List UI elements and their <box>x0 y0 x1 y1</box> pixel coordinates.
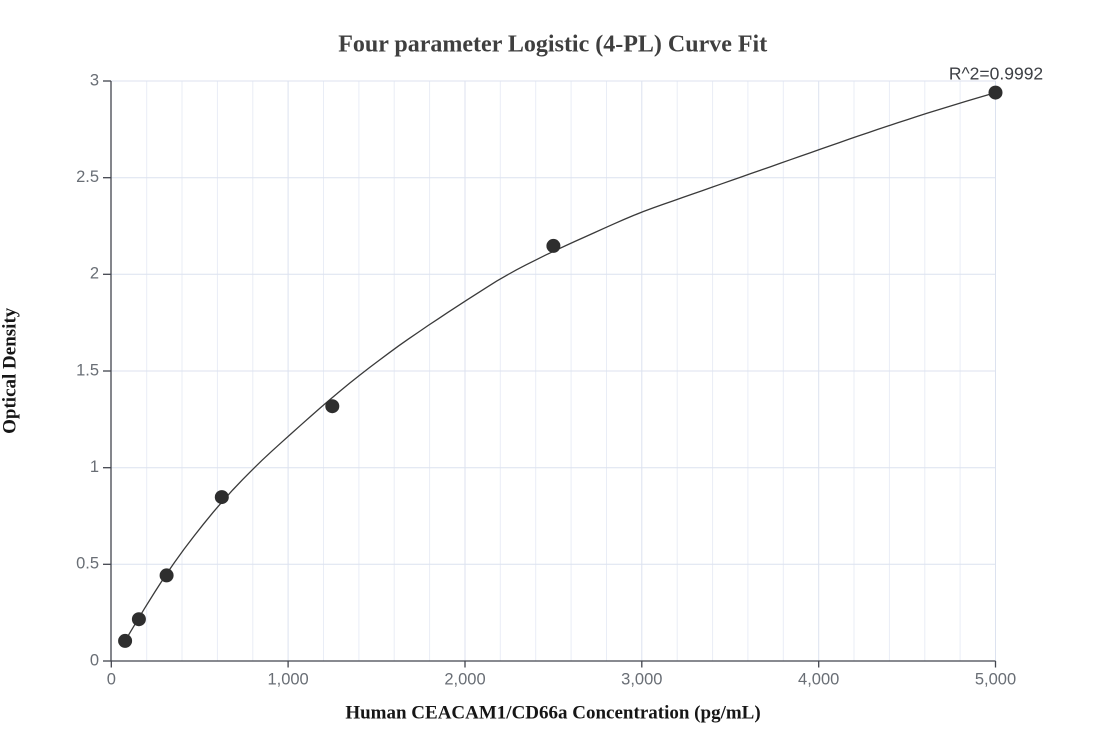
svg-text:Optical Density: Optical Density <box>0 307 21 434</box>
svg-text:0: 0 <box>90 651 99 669</box>
svg-text:1: 1 <box>90 458 99 476</box>
svg-text:0: 0 <box>107 670 116 688</box>
svg-text:R^2=0.9992: R^2=0.9992 <box>949 63 1043 83</box>
svg-text:0.5: 0.5 <box>76 555 99 573</box>
svg-text:2.5: 2.5 <box>76 168 99 186</box>
svg-text:1,000: 1,000 <box>267 670 308 688</box>
svg-text:1.5: 1.5 <box>76 361 99 379</box>
svg-text:2,000: 2,000 <box>444 670 485 688</box>
svg-text:4,000: 4,000 <box>798 670 839 688</box>
svg-text:Four parameter Logistic (4-PL): Four parameter Logistic (4-PL) Curve Fit <box>338 32 767 58</box>
svg-text:3: 3 <box>90 71 99 89</box>
svg-text:Human CEACAM1/CD66a Concentrat: Human CEACAM1/CD66a Concentration (pg/mL… <box>345 703 760 724</box>
svg-text:3,000: 3,000 <box>621 670 662 688</box>
svg-text:5,000: 5,000 <box>975 670 1016 688</box>
svg-text:2: 2 <box>90 265 99 283</box>
